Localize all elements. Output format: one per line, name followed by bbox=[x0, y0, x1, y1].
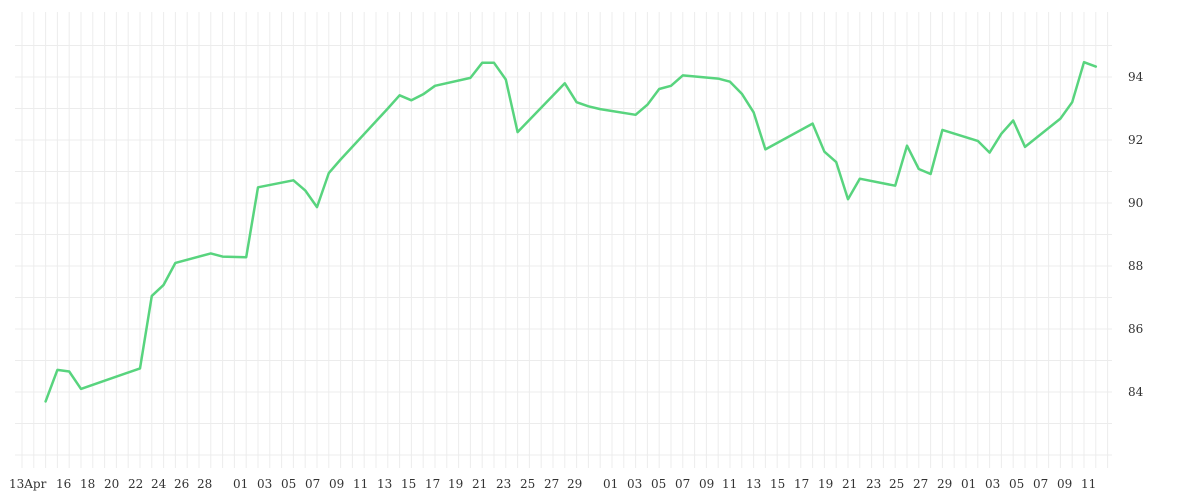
chart-grid bbox=[15, 12, 1112, 468]
x-tick-label: 19 bbox=[818, 477, 833, 491]
x-tick-label: 26 bbox=[174, 477, 189, 491]
y-tick-label: 88 bbox=[1128, 259, 1143, 273]
x-tick-label: 25 bbox=[889, 477, 904, 491]
x-tick-label: 15 bbox=[401, 477, 416, 491]
x-tick-label: 15 bbox=[770, 477, 785, 491]
x-tick-label: 07 bbox=[1033, 477, 1048, 491]
x-tick-label: 13 bbox=[377, 477, 392, 491]
series-line bbox=[44, 60, 1098, 403]
x-tick-label: 05 bbox=[281, 477, 296, 491]
x-tick-label: 13Apr bbox=[9, 477, 47, 491]
x-tick-label: 25 bbox=[520, 477, 535, 491]
y-tick-label: 86 bbox=[1128, 322, 1143, 336]
x-tick-label: 29 bbox=[567, 477, 582, 491]
x-tick-label: 21 bbox=[842, 477, 857, 491]
x-tick-label: 01 bbox=[233, 477, 248, 491]
x-tick-label: 07 bbox=[305, 477, 320, 491]
x-tick-label: 19 bbox=[448, 477, 463, 491]
x-tick-label: 11 bbox=[722, 477, 737, 491]
y-tick-label: 90 bbox=[1128, 196, 1143, 210]
x-tick-label: 21 bbox=[472, 477, 487, 491]
x-tick-label: 17 bbox=[794, 477, 809, 491]
x-tick-label: 05 bbox=[1009, 477, 1024, 491]
x-tick-label: 03 bbox=[985, 477, 1000, 491]
x-tick-label: 01 bbox=[961, 477, 976, 491]
x-tick-label: 18 bbox=[80, 477, 95, 491]
x-tick-label: 27 bbox=[544, 477, 559, 491]
x-tick-label: 11 bbox=[1081, 477, 1096, 491]
y-tick-label: 84 bbox=[1128, 385, 1144, 399]
y-axis: 84 86 88 90 92 94 bbox=[1128, 70, 1144, 399]
y-tick-label: 94 bbox=[1128, 70, 1144, 84]
x-tick-label: 24 bbox=[151, 477, 167, 491]
y-tick-label: 92 bbox=[1128, 133, 1143, 147]
x-tick-label: 03 bbox=[257, 477, 272, 491]
x-tick-label: 03 bbox=[627, 477, 642, 491]
x-tick-label: 23 bbox=[866, 477, 881, 491]
x-tick-label: 28 bbox=[197, 477, 212, 491]
x-tick-label: 23 bbox=[496, 477, 511, 491]
series-layer bbox=[44, 60, 1098, 403]
x-tick-label: 20 bbox=[104, 477, 119, 491]
x-tick-label: 09 bbox=[699, 477, 714, 491]
x-tick-label: 05 bbox=[651, 477, 666, 491]
x-tick-label: 09 bbox=[1057, 477, 1072, 491]
x-tick-label: 17 bbox=[425, 477, 440, 491]
x-tick-label: 29 bbox=[937, 477, 952, 491]
x-tick-label: 01 bbox=[603, 477, 618, 491]
x-tick-label: 16 bbox=[56, 477, 71, 491]
x-tick-label: 27 bbox=[913, 477, 928, 491]
x-tick-label: 13 bbox=[746, 477, 761, 491]
x-tick-label: 09 bbox=[329, 477, 344, 491]
x-tick-label: 11 bbox=[353, 477, 368, 491]
x-tick-label: 22 bbox=[128, 477, 143, 491]
x-axis: 13Apr 16 18 20 22 24 26 28 01 03 05 07 09 11 13 15 17 19 2… bbox=[9, 477, 1096, 491]
x-tick-label: 07 bbox=[675, 477, 690, 491]
